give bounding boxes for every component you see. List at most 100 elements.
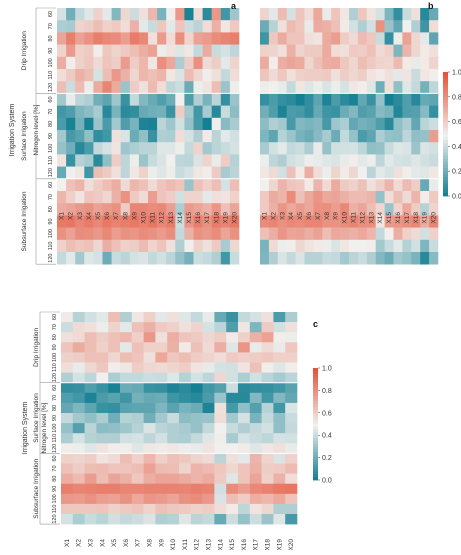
colorbar-tick-label: 1.0 (322, 366, 332, 373)
heatmap-cell (214, 402, 227, 414)
heatmap-cell (96, 352, 109, 363)
heatmap-cell (260, 203, 270, 216)
heatmap-cell (184, 252, 194, 265)
heatmap-cell (402, 20, 412, 33)
colorbar-segment (443, 81, 448, 85)
heatmap-cell (229, 20, 240, 33)
heatmap-cell (102, 117, 112, 131)
heatmap-cell (277, 203, 287, 216)
heatmap-cell (102, 105, 112, 119)
heatmap-cell (277, 20, 287, 33)
heatmap-cell (120, 443, 133, 454)
colorbar-segment (313, 415, 318, 419)
heatmap-cell (295, 117, 305, 131)
heatmap-cell (322, 239, 332, 253)
heatmap-cell (102, 44, 112, 58)
row-group-label: Subsurface Irrigation (21, 191, 28, 251)
heatmap-cell (202, 322, 215, 333)
heatmap-cell (375, 20, 385, 33)
heatmap-cell (138, 227, 149, 241)
heatmap-cell (429, 252, 439, 265)
heatmap-cell (349, 252, 359, 265)
heatmap-cell (295, 32, 305, 45)
heatmap-cell (193, 20, 203, 33)
heatmap-cell (238, 312, 251, 323)
x-tick-label: X7 (315, 212, 322, 220)
heatmap-cell (429, 20, 439, 33)
colorbar-segment (443, 137, 448, 141)
heatmap-cell (138, 117, 149, 131)
colorbar-segment (443, 155, 448, 160)
heatmap-cell (340, 166, 350, 180)
heatmap-cell (226, 372, 239, 383)
heatmap-cell (84, 81, 94, 94)
heatmap-cell (120, 215, 131, 228)
heatmap-a: a Irrigation System Nitrogen level [%] D… (9, 1, 240, 265)
heatmap-cell (143, 322, 156, 333)
heatmap-cell (226, 362, 239, 373)
heatmap-cell (202, 402, 215, 414)
heatmap-cell (84, 372, 97, 383)
heatmap-cell (357, 8, 368, 21)
heatmap-cell (157, 227, 167, 241)
heatmap-cell (277, 69, 287, 82)
x-tick-label: X6 (104, 212, 111, 220)
heatmap-cell (184, 32, 194, 45)
heatmap-cell (167, 382, 180, 394)
heatmap-cell (120, 392, 133, 404)
panel-label-a: a (231, 1, 237, 11)
heatmap-cell (72, 483, 85, 495)
heatmap-cell (313, 227, 323, 241)
y-tick-label: 70 (52, 324, 58, 330)
heatmap-cell (57, 56, 67, 70)
heatmap-cell (72, 322, 85, 333)
heatmap-cell (102, 8, 112, 21)
heatmap-cell (429, 166, 439, 180)
heatmap-cell (286, 117, 296, 131)
heatmap-cell (260, 117, 270, 131)
heatmap-cell (214, 413, 227, 424)
heatmap-cell (167, 433, 180, 444)
colorbar-segment (443, 168, 448, 172)
heatmap-cell (331, 227, 341, 241)
heatmap-cell (313, 166, 323, 180)
y-tick-label: 120 (52, 514, 58, 523)
heatmap-cell (304, 32, 314, 45)
heatmap-cell (322, 8, 332, 21)
heatmap-cell (429, 117, 439, 131)
heatmap-cell (429, 154, 439, 167)
heatmap-cell (184, 239, 194, 253)
heatmap-cell (220, 252, 231, 265)
x-tick-label: X17 (204, 212, 211, 224)
heatmap-cell (220, 154, 231, 167)
heatmap-cell (331, 215, 341, 228)
heatmap-cell (411, 32, 421, 45)
heatmap-cell (384, 252, 394, 265)
ylabel2-c: Nitrogen level [%] (41, 402, 48, 453)
heatmap-cell (202, 130, 212, 143)
heatmap-cell (411, 56, 421, 70)
heatmap-cell (93, 252, 103, 265)
heatmap-cell (340, 56, 350, 70)
x-tick-label: X9 (131, 212, 138, 220)
heatmap-cell (268, 215, 279, 228)
heatmap-cell (402, 178, 412, 192)
heatmap-cell (226, 503, 239, 515)
heatmap-cell (402, 142, 412, 155)
heatmap-cell (249, 382, 262, 394)
heatmap-cell (226, 312, 239, 323)
heatmap-cell (120, 130, 131, 143)
heatmap-cell (175, 56, 185, 70)
heatmap-cell (155, 322, 168, 333)
heatmap-cell (108, 493, 121, 505)
heatmap-cell (108, 372, 121, 383)
heatmap-cell (75, 117, 85, 131)
heatmap-cell (229, 69, 240, 82)
heatmap-cell (285, 443, 298, 454)
heatmap-cell (286, 56, 296, 70)
heatmap-cell (375, 117, 385, 131)
heatmap-cell (148, 203, 158, 216)
heatmap-cell (66, 191, 76, 204)
heatmap-cell (375, 191, 385, 204)
heatmap-cell (143, 443, 156, 454)
